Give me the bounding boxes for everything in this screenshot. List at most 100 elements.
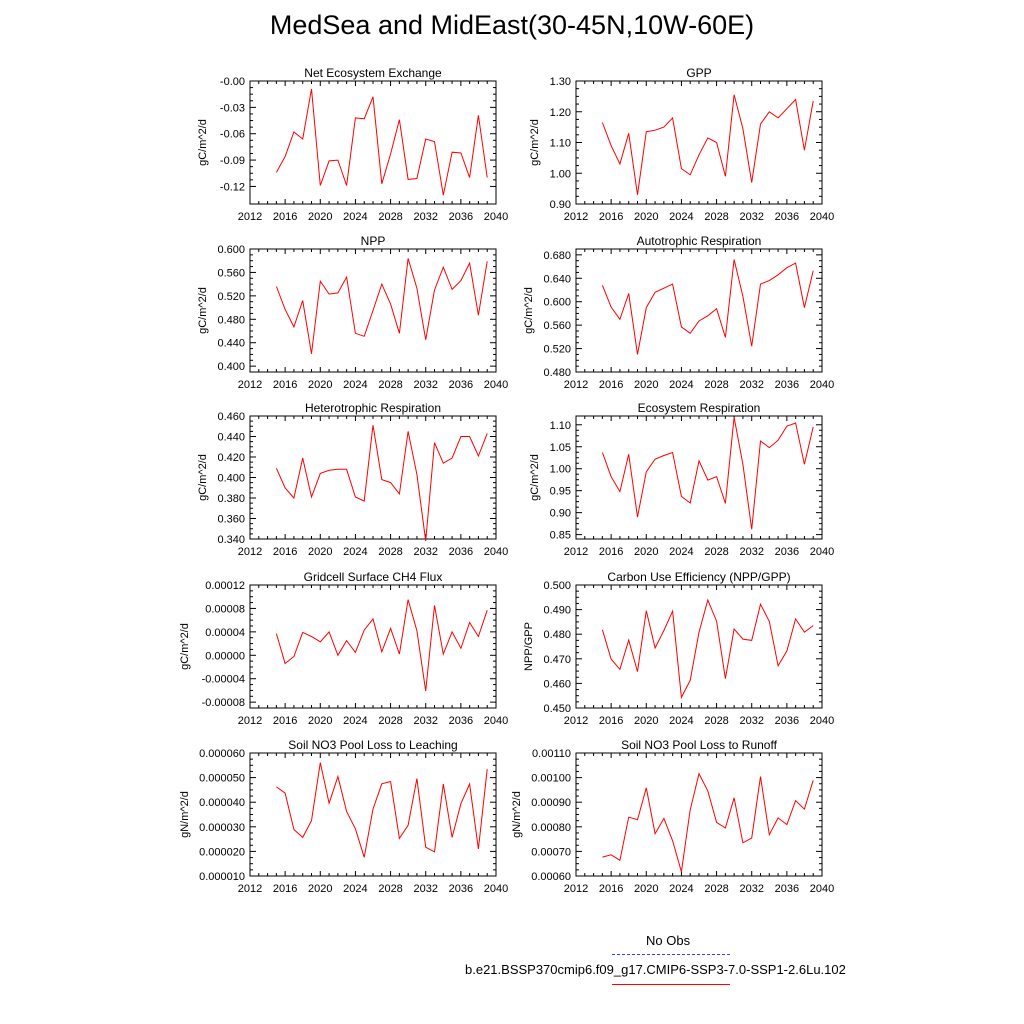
x-tick-label: 2024 bbox=[669, 211, 693, 223]
panel-title: Soil NO3 Pool Loss to Leaching bbox=[288, 738, 457, 752]
y-tick-label: 0.00000 bbox=[205, 650, 245, 662]
x-tick-label: 2012 bbox=[238, 715, 262, 727]
y-tick-label: 0.640 bbox=[543, 273, 571, 285]
y-axis-label: gN/m^2/d bbox=[511, 791, 523, 838]
y-tick-label: 1.00 bbox=[550, 464, 571, 476]
x-tick-label: 2028 bbox=[378, 883, 402, 895]
x-tick-label: 2012 bbox=[564, 715, 588, 727]
y-tick-label: 0.400 bbox=[217, 361, 245, 373]
y-axis-label: gC/m^2/d bbox=[197, 119, 209, 166]
x-tick-label: 2016 bbox=[599, 546, 623, 558]
y-tick-label: 0.420 bbox=[217, 452, 245, 464]
y-tick-label: 0.560 bbox=[543, 320, 571, 332]
y-tick-label: 0.000040 bbox=[199, 797, 245, 809]
panel-title: Soil NO3 Pool Loss to Runoff bbox=[621, 738, 778, 752]
y-tick-label: 0.85 bbox=[550, 530, 571, 542]
x-tick-label: 2040 bbox=[810, 546, 834, 558]
x-tick-label: 2032 bbox=[739, 546, 763, 558]
y-tick-label: 0.00060 bbox=[531, 871, 571, 883]
series-line bbox=[276, 762, 488, 858]
y-tick-label: 0.490 bbox=[543, 605, 571, 617]
x-tick-label: 2036 bbox=[775, 546, 799, 558]
panel-title: Carbon Use Efficiency (NPP/GPP) bbox=[607, 570, 790, 584]
y-tick-label: 0.000060 bbox=[199, 748, 245, 760]
y-axis-label: gC/m^2/d bbox=[523, 287, 535, 334]
y-tick-label: 0.340 bbox=[217, 534, 245, 546]
x-tick-label: 2040 bbox=[484, 211, 508, 223]
y-tick-label: 0.440 bbox=[217, 338, 245, 350]
x-tick-label: 2024 bbox=[669, 883, 693, 895]
x-tick-label: 2020 bbox=[634, 379, 658, 391]
y-tick-label: 0.470 bbox=[543, 654, 571, 666]
y-tick-label: 0.000050 bbox=[199, 773, 245, 785]
chart-panel-6: Ecosystem Respiration 2012 2016 2020 2024 202… bbox=[529, 401, 834, 558]
legend-sim-line bbox=[612, 984, 730, 985]
panel-title: Heterotrophic Respiration bbox=[305, 401, 441, 415]
x-tick-label: 2040 bbox=[810, 211, 834, 223]
x-tick-label: 2036 bbox=[775, 379, 799, 391]
x-tick-label: 2020 bbox=[308, 715, 332, 727]
x-tick-label: 2028 bbox=[704, 883, 728, 895]
x-tick-label: 2036 bbox=[449, 546, 473, 558]
series-line bbox=[601, 417, 814, 530]
y-tick-label: -0.00008 bbox=[202, 697, 245, 709]
y-tick-label: 0.520 bbox=[543, 344, 571, 356]
chart-panel-10: Soil NO3 Pool Loss to Runoff 2012 2016 2020… bbox=[511, 738, 834, 895]
y-tick-label: 0.360 bbox=[217, 514, 245, 526]
x-tick-label: 2040 bbox=[484, 546, 508, 558]
y-tick-label: -0.00004 bbox=[202, 674, 245, 686]
x-tick-label: 2032 bbox=[739, 211, 763, 223]
x-tick-label: 2028 bbox=[704, 546, 728, 558]
y-tick-label: 1.10 bbox=[550, 138, 571, 150]
x-tick-label: 2036 bbox=[449, 379, 473, 391]
y-tick-label: 0.000030 bbox=[199, 822, 245, 834]
x-tick-label: 2028 bbox=[378, 546, 402, 558]
x-tick-label: 2016 bbox=[273, 883, 297, 895]
panel-title: Autotrophic Respiration bbox=[637, 234, 762, 248]
x-tick-label: 2028 bbox=[378, 715, 402, 727]
x-tick-label: 2024 bbox=[669, 546, 693, 558]
y-axis-label: gC/m^2/d bbox=[179, 623, 191, 670]
y-tick-label: 0.460 bbox=[543, 678, 571, 690]
y-tick-label: 0.00012 bbox=[205, 580, 245, 592]
x-tick-label: 2024 bbox=[343, 379, 367, 391]
y-tick-label: 0.480 bbox=[543, 367, 571, 379]
page-title: MedSea and MidEast(30-45N,10W-60E) bbox=[269, 10, 755, 40]
x-tick-label: 2020 bbox=[634, 883, 658, 895]
x-tick-label: 2012 bbox=[564, 883, 588, 895]
y-tick-label: 0.000020 bbox=[199, 846, 245, 858]
y-tick-label: 0.00100 bbox=[531, 773, 571, 785]
x-tick-label: 2032 bbox=[739, 379, 763, 391]
x-tick-label: 2016 bbox=[599, 715, 623, 727]
x-tick-label: 2024 bbox=[669, 715, 693, 727]
x-tick-label: 2016 bbox=[599, 379, 623, 391]
x-tick-label: 2036 bbox=[775, 211, 799, 223]
y-tick-label: -0.12 bbox=[220, 181, 245, 193]
x-tick-label: 2020 bbox=[634, 546, 658, 558]
x-tick-label: 2016 bbox=[599, 211, 623, 223]
x-tick-label: 2032 bbox=[739, 715, 763, 727]
y-tick-label: 0.400 bbox=[217, 473, 245, 485]
x-tick-label: 2040 bbox=[484, 883, 508, 895]
y-axis-label: gC/m^2/d bbox=[529, 119, 541, 166]
x-tick-label: 2028 bbox=[378, 379, 402, 391]
plot-frame bbox=[575, 752, 823, 877]
x-tick-label: 2024 bbox=[343, 211, 367, 223]
chart-panel-8: Carbon Use Efficiency (NPP/GPP) 2012 2016 2… bbox=[523, 570, 834, 727]
x-tick-label: 2016 bbox=[273, 715, 297, 727]
plot-frame bbox=[575, 80, 823, 205]
y-tick-label: 0.000010 bbox=[199, 871, 245, 883]
panel-title: GPP bbox=[686, 66, 711, 80]
x-tick-label: 2024 bbox=[669, 379, 693, 391]
chart-panel-4: Autotrophic Respiration 2012 2016 2020 2024 2… bbox=[523, 234, 834, 391]
y-tick-label: 0.460 bbox=[217, 411, 245, 423]
x-tick-label: 2036 bbox=[449, 883, 473, 895]
x-tick-label: 2016 bbox=[273, 211, 297, 223]
y-tick-label: 0.450 bbox=[543, 703, 571, 715]
x-tick-label: 2040 bbox=[484, 379, 508, 391]
y-tick-label: 0.500 bbox=[543, 580, 571, 592]
plot-frame bbox=[575, 584, 823, 709]
y-tick-label: 0.00008 bbox=[205, 603, 245, 615]
panel-title: Ecosystem Respiration bbox=[638, 401, 761, 415]
x-tick-label: 2028 bbox=[704, 715, 728, 727]
